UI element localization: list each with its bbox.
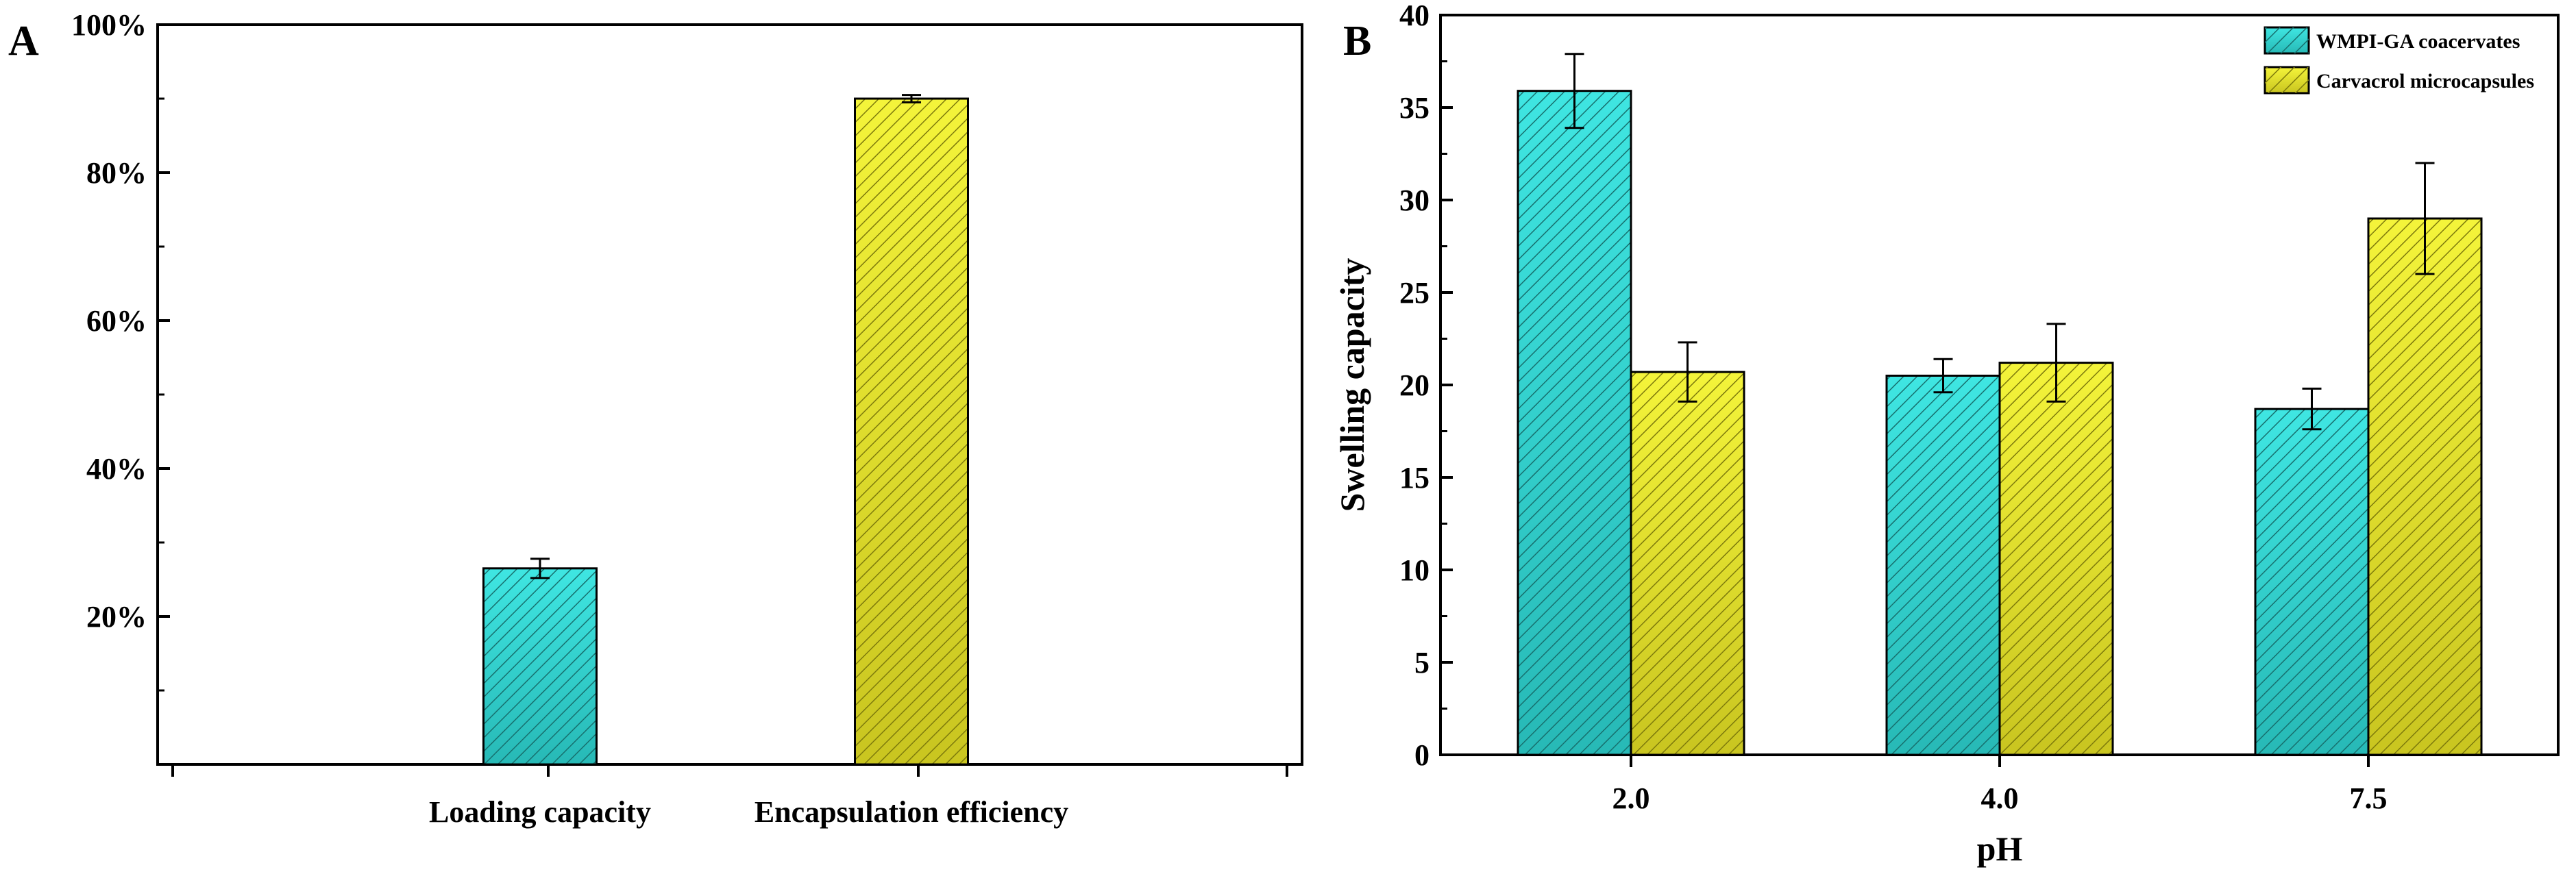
legend-swatch-wmpi-ga-hatch [2265,27,2309,53]
chart-a-bar-0-hatch [482,567,598,766]
chart-a-category-label: Loading capacity [429,795,651,829]
chart-b-bar-s0-c1-hatch [1885,375,2001,756]
chart-b-errorbar-s1-c2 [2415,162,2435,275]
chart-b: 0 5 10 15 20 25 30 35 40 2.0 4.0 7.5 Swelling capa… [1333,0,2560,868]
chart-b-errorbar-s0-c1 [1933,358,1953,394]
chart-b-ytick-label: 20 [1399,369,1430,402]
chart-b-errorbar-s0-c2 [2302,387,2322,431]
chart-b-category-label: 2.0 [1612,782,1650,815]
chart-b-ytick-label: 35 [1399,91,1430,125]
chart-b-bar-s1-c1-hatch [1998,362,2114,756]
chart-b-bar-s1-c0-hatch [1630,371,1745,756]
chart-a-errorbar-1 [902,94,921,103]
chart-b-bar-s1-c2-hatch [2367,217,2483,756]
chart-a-ytick-label: 80% [86,156,147,190]
chart-b-xlabel: pH [1977,829,2023,868]
chart-a-frame [156,23,1303,766]
chart-b-bar-s0-c0-hatch [1517,90,1632,756]
chart-a-ytick-label: 60% [86,304,147,338]
chart-a: 20% 40% 60% 80% 100% Loading capacity Encapsu… [71,8,1303,829]
chart-a-ytick-label: 20% [86,600,147,634]
chart-b-ytick-label: 30 [1399,184,1430,217]
legend-label-wmpi-ga: WMPI-GA coacervates [2316,30,2520,53]
chart-a-errorbar-0 [530,558,550,579]
chart-a-bars [482,94,969,766]
chart-a-ytick-label: 100% [71,8,147,42]
chart-b-errorbar-s0-c0 [1565,53,1584,129]
legend-swatch-carvacrol-hatch [2265,67,2309,93]
chart-b-ytick-label: 40 [1399,0,1430,32]
chart-a-labels: Loading capacity Encapsulation efficiency [429,795,1068,829]
chart-b-errorbar-s1-c1 [2046,323,2066,403]
chart-a-bar-1-hatch [854,97,969,766]
chart-b-bar-s0-c2-hatch [2254,408,2370,756]
chart-b-ytick-label: 25 [1399,276,1430,310]
chart-b-ytick-label: 0 [1414,738,1430,772]
chart-b-legend: WMPI-GA coacervates Carvacrol microcapsu… [2264,26,2534,95]
chart-b-errorbar-s1-c0 [1678,341,1697,403]
chart-a-category-label: Encapsulation efficiency [755,795,1068,829]
chart-b-bars [1517,53,2483,756]
chart-a-ticks: 20% 40% 60% 80% 100% [71,8,1288,777]
chart-b-ytick-label: 5 [1414,646,1430,679]
chart-b-category-label: 7.5 [2350,782,2388,815]
chart-b-category-label: 4.0 [1981,782,2019,815]
chart-b-ticks: 0 5 10 15 20 25 30 35 40 [1399,0,2370,772]
panel-letter-b: B [1343,18,1371,64]
chart-b-labels: 2.0 4.0 7.5 [1612,782,2388,815]
legend-label-carvacrol: Carvacrol microcapsules [2316,70,2534,92]
chart-b-ytick-label: 10 [1399,553,1430,587]
chart-a-ytick-label: 40% [86,452,147,486]
panel-letter-a: A [8,18,39,64]
chart-b-ylabel: Swelling capacity [1333,258,1371,512]
chart-b-ytick-label: 15 [1399,461,1430,495]
